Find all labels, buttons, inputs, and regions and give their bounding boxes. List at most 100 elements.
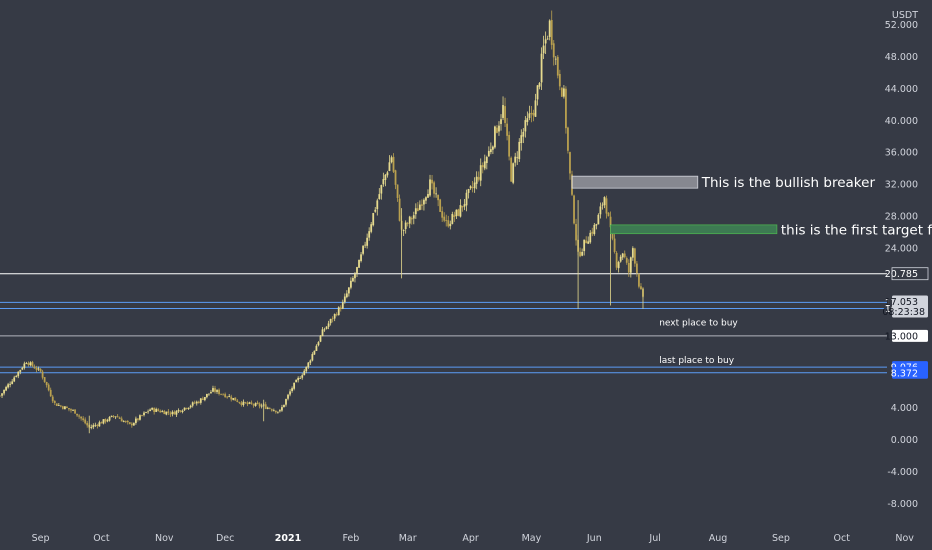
candle [1, 393, 3, 398]
candle [238, 401, 241, 405]
candle [299, 376, 302, 379]
candle [108, 416, 111, 422]
candle [485, 155, 488, 170]
candle [270, 408, 273, 412]
candle [607, 212, 610, 217]
time-axis[interactable]: Sep Oct Nov Dec 2021 Feb Mar Apr May Jun Jul Aug Sep… [32, 533, 915, 544]
y-tick-label: -8.000 [887, 499, 918, 510]
candle [189, 404, 192, 409]
price-badge[interactable]: 20.785 [885, 267, 928, 281]
candle [441, 206, 444, 222]
price-badge[interactable]: 8.372 [891, 366, 928, 380]
candle [569, 151, 571, 180]
candle [5, 385, 7, 392]
candle [248, 401, 251, 405]
candle [467, 188, 470, 199]
candle [90, 424, 93, 430]
x-tick-label: Aug [709, 533, 728, 544]
candle [579, 247, 582, 258]
candle [542, 35, 545, 60]
zone-box[interactable] [610, 224, 778, 235]
candle [352, 276, 354, 283]
candle [59, 404, 62, 408]
candle [175, 410, 178, 418]
candle [236, 399, 239, 403]
candle [575, 218, 577, 246]
candle [496, 124, 498, 134]
y-tick-label: 48.000 [885, 52, 918, 63]
candle [423, 198, 425, 211]
candle [335, 312, 338, 317]
candle [402, 229, 405, 237]
candle [331, 316, 334, 323]
zone-box[interactable] [571, 175, 699, 189]
y-tick-label: 24.000 [885, 244, 918, 255]
price-axis[interactable]: USDT 52.000 48.000 44.000 40.000 36.000 32.00… [882, 10, 929, 510]
candle [161, 409, 164, 413]
candle [483, 154, 486, 171]
candle [416, 202, 419, 212]
candle [153, 407, 156, 415]
candle [23, 361, 26, 370]
candle [435, 187, 437, 198]
candle [181, 409, 184, 414]
price-badge[interactable]: 13.000 [885, 329, 928, 343]
candle [390, 155, 393, 164]
candle [98, 420, 101, 427]
candle [394, 169, 397, 190]
candle [21, 366, 24, 371]
y-tick-label: 52.000 [885, 20, 918, 31]
candle [556, 54, 559, 79]
candle [418, 200, 421, 211]
candle [429, 174, 431, 197]
candle [633, 247, 636, 267]
candle [35, 365, 38, 373]
zone-label: this is the first target for longs [781, 222, 932, 238]
candle [376, 198, 379, 216]
candle [114, 416, 117, 420]
candle [619, 254, 622, 263]
candles-layer [0, 10, 644, 434]
candle [638, 273, 640, 289]
candle [431, 174, 433, 190]
candle [37, 366, 40, 372]
candle [315, 344, 318, 352]
candle [321, 327, 324, 337]
candle [283, 404, 285, 408]
candle [530, 106, 533, 123]
candle [279, 409, 281, 413]
candle [408, 215, 411, 229]
candle [141, 414, 143, 417]
candle [591, 227, 594, 237]
candle [15, 374, 18, 378]
candle [252, 403, 255, 408]
candle [13, 375, 16, 383]
candle [345, 290, 348, 299]
candle [623, 250, 626, 259]
candle [368, 227, 371, 241]
candle [506, 118, 508, 141]
candle [341, 299, 344, 310]
candle [51, 394, 54, 404]
candle [512, 162, 515, 185]
candle [453, 211, 456, 222]
candle [358, 259, 360, 268]
candle [374, 206, 377, 213]
candle [414, 203, 417, 219]
candle [406, 221, 409, 227]
candle [593, 222, 596, 236]
x-tick-label: Oct [93, 533, 110, 544]
x-tick-label: May [522, 533, 542, 544]
candle [380, 184, 383, 200]
candle [220, 393, 222, 396]
candle [562, 85, 565, 99]
candle [276, 411, 279, 414]
candle [534, 93, 537, 117]
candle [603, 196, 606, 209]
candle [327, 320, 330, 330]
candle [477, 171, 480, 182]
price-badge-value: 20.785 [885, 269, 918, 280]
